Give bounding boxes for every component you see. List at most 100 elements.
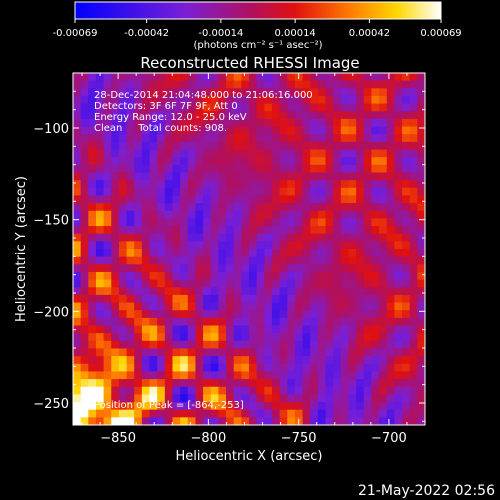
heatmap-cell	[111, 203, 120, 212]
heatmap-cell	[409, 126, 418, 135]
heatmap-cell	[180, 363, 189, 373]
heatmap-cell	[241, 88, 250, 97]
heatmap-cell	[264, 271, 273, 281]
heatmap-cell	[409, 325, 418, 334]
x-tick-label: −750	[281, 431, 317, 446]
heatmap-cell	[256, 187, 265, 197]
heatmap-cell	[218, 386, 227, 395]
heatmap-cell	[379, 88, 388, 97]
heatmap-cell	[118, 218, 128, 227]
heatmap-cell	[417, 210, 425, 219]
heatmap-cell	[256, 340, 265, 350]
heatmap-cell	[417, 164, 425, 174]
heatmap-cell	[363, 134, 373, 143]
heatmap-cell	[249, 325, 258, 334]
heatmap-cell	[111, 310, 120, 319]
heatmap-cell	[149, 226, 158, 235]
heatmap-cell	[325, 333, 334, 342]
heatmap-cell	[417, 417, 425, 425]
heatmap-cell	[356, 103, 365, 112]
heatmap-cell	[363, 363, 373, 373]
heatmap-cell	[409, 118, 418, 128]
heatmap-cell	[118, 241, 128, 250]
heatmap-cell	[340, 126, 350, 135]
heatmap-cell	[264, 279, 273, 288]
heatmap-cell	[111, 402, 120, 411]
heatmap-cell	[80, 271, 89, 281]
heatmap-cell	[363, 203, 373, 212]
heatmap-cell	[294, 180, 304, 189]
heatmap-cell	[333, 356, 342, 365]
heatmap-cell	[95, 402, 105, 411]
heatmap-cell	[180, 164, 189, 174]
heatmap-cell	[164, 379, 174, 388]
heatmap-cell	[118, 386, 128, 395]
heatmap-cell	[218, 218, 227, 227]
heatmap-cell	[409, 233, 418, 242]
heatmap-cell	[95, 164, 105, 174]
heatmap-cell	[88, 218, 97, 227]
heatmap-cell	[386, 302, 395, 311]
heatmap-cell	[95, 210, 105, 219]
heatmap-cell	[80, 73, 89, 82]
heatmap-cell	[111, 333, 120, 342]
heatmap-cell	[141, 103, 151, 112]
heatmap-cell	[379, 249, 388, 258]
heatmap-cell	[394, 103, 403, 112]
heatmap-cell	[164, 118, 174, 128]
heatmap-cell	[287, 333, 296, 342]
heatmap-cell	[73, 264, 82, 273]
heatmap-cell	[73, 394, 82, 403]
heatmap-cell	[111, 195, 120, 204]
heatmap-cell	[126, 279, 135, 288]
heatmap-cell	[157, 256, 166, 265]
heatmap-cell	[249, 141, 258, 151]
heatmap-cell	[111, 279, 120, 288]
heatmap-cell	[271, 111, 281, 120]
heatmap-cell	[80, 287, 89, 296]
heatmap-cell	[80, 348, 89, 357]
heatmap-cell	[241, 203, 250, 212]
heatmap-cell	[118, 126, 128, 135]
heatmap-cell	[241, 233, 250, 242]
heatmap-cell	[241, 149, 250, 158]
heatmap-cell	[103, 149, 112, 158]
heatmap-cell	[134, 409, 143, 418]
x-tick-label: −800	[191, 431, 227, 446]
heatmap-cell	[371, 256, 380, 265]
heatmap-cell	[73, 256, 82, 265]
heatmap-cell	[218, 73, 227, 82]
heatmap-cell	[126, 356, 135, 365]
heatmap-cell	[417, 256, 425, 265]
heatmap-cell	[80, 180, 89, 189]
heatmap-cell	[394, 172, 403, 181]
heatmap-cell	[287, 73, 296, 82]
heatmap-cell	[302, 402, 311, 411]
heatmap-cell	[256, 218, 265, 227]
heatmap-cell	[149, 340, 158, 350]
heatmap-cell	[241, 279, 250, 288]
heatmap-cell	[287, 271, 296, 281]
heatmap-cell	[394, 111, 403, 120]
heatmap-cell	[264, 149, 273, 158]
heatmap-cell	[241, 218, 250, 227]
heatmap-cell	[402, 379, 411, 388]
heatmap-cell	[241, 310, 250, 319]
heatmap-cell	[180, 394, 189, 403]
heatmap-cell	[157, 310, 166, 319]
heatmap-cell	[111, 218, 120, 227]
heatmap-cell	[333, 210, 342, 219]
heatmap-cell	[363, 417, 373, 425]
heatmap-cell	[402, 340, 411, 350]
heatmap-cell	[73, 80, 82, 89]
heatmap-cell	[80, 279, 89, 288]
heatmap-cell	[402, 394, 411, 403]
heatmap-cell	[172, 172, 181, 181]
heatmap-cell	[402, 333, 411, 342]
heatmap-cell	[141, 287, 151, 296]
heatmap-cell	[402, 371, 411, 380]
heatmap-cell	[187, 210, 197, 219]
heatmap-cell	[172, 371, 181, 380]
heatmap-cell	[88, 180, 97, 189]
heatmap-cell	[134, 226, 143, 235]
